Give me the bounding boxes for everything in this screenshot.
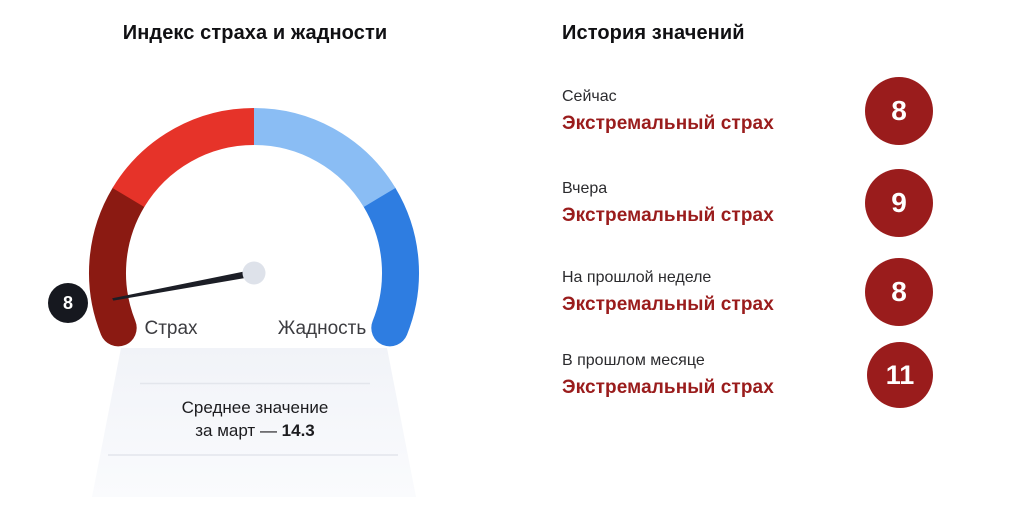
history-status: Экстремальный страх (562, 112, 774, 134)
history-row-now: Сейчас Экстремальный страх 8 (562, 77, 933, 145)
history-text: На прошлой неделе Экстремальный страх (562, 269, 774, 316)
average-line2: за март — 14.3 (195, 421, 315, 440)
history-period: Сейчас (562, 87, 617, 105)
history-period: В прошлом месяце (562, 351, 705, 369)
gauge-needle (112, 269, 255, 301)
pedestal-shape (92, 348, 416, 497)
history-status: Экстремальный страх (562, 204, 774, 226)
history-value-badge: 9 (865, 169, 933, 237)
gauge-arc-greed (253, 108, 396, 208)
gauge-arc-fear (112, 108, 255, 208)
current-value-badge: 8 (48, 283, 88, 323)
history-text: Вчера Экстремальный страх (562, 180, 774, 227)
average-value: 14.3 (281, 421, 315, 440)
history-period: Вчера (562, 179, 608, 197)
history-row-last-week: На прошлой неделе Экстремальный страх 8 (562, 258, 933, 326)
history-status: Экстремальный страх (562, 376, 774, 398)
history-title: История значений (562, 22, 745, 44)
history-value-badge: 8 (865, 77, 933, 145)
history-status: Экстремальный страх (562, 293, 774, 315)
gauge-arc-extreme-fear (89, 179, 147, 347)
gauge-title: Индекс страха и жадности (122, 22, 388, 44)
gauge-pivot (242, 261, 266, 285)
average-line1: Среднее значение (181, 398, 329, 417)
history-row-yesterday: Вчера Экстремальный страх 9 (562, 169, 933, 237)
current-value: 8 (62, 292, 73, 313)
history-value-badge: 11 (867, 342, 933, 408)
history-value-badge: 8 (865, 258, 933, 326)
history-period: На прошлой неделе (562, 268, 712, 286)
gauge-arc-extreme-greed (361, 179, 419, 347)
average-caption: Среднее значение за март — 14.3 (129, 396, 381, 442)
greed-label: Жадность (277, 318, 367, 339)
history-row-last-month: В прошлом месяце Экстремальный страх 11 (562, 341, 933, 409)
history-text: Сейчас Экстремальный страх (562, 88, 774, 135)
history-text: В прошлом месяце Экстремальный страх (562, 352, 774, 399)
fear-label: Страх (144, 318, 198, 339)
